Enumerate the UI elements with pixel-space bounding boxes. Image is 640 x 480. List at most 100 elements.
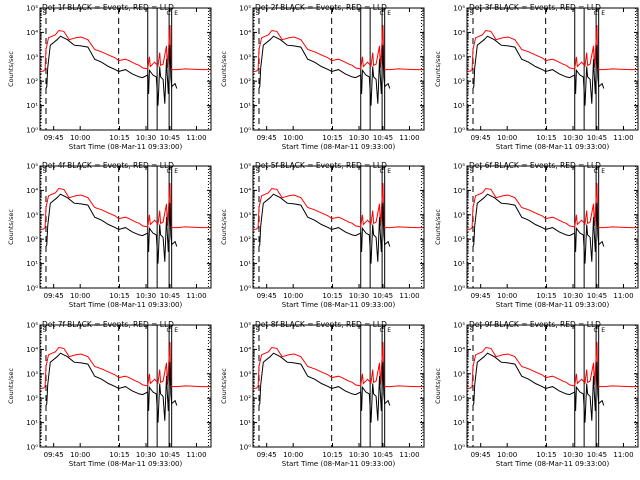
x-tick-label: 10:15 — [536, 134, 556, 142]
x-tick-label: 09:45 — [44, 292, 64, 300]
y-tick-label: 10³ — [453, 370, 465, 378]
y-tick-label: 10⁴ — [26, 187, 38, 195]
lld-series-line — [39, 342, 211, 389]
x-axis-label: Start Time (08-Mar-11 09:33:00) — [496, 143, 610, 151]
x-tick-label: 10:15 — [109, 134, 129, 142]
marker-label-s: S — [256, 10, 260, 17]
x-tick-label: 09:45 — [471, 292, 491, 300]
x-tick-label: 10:15 — [322, 292, 342, 300]
x-axis-label: Start Time (08-Mar-11 09:33:00) — [282, 460, 396, 468]
x-tick-label: 10:45 — [587, 134, 607, 142]
x-axis-label: Start Time (08-Mar-11 09:33:00) — [282, 143, 396, 151]
marker-label-c: C — [594, 168, 598, 175]
x-tick-label: 09:45 — [44, 134, 64, 142]
events-series-line — [258, 35, 391, 106]
panel-1: S C E 10⁰ 10¹ 10² 10³ 10⁴ 10⁵ 09:45 10:00 10:15 10:3… — [7, 3, 212, 151]
y-tick-label: 10⁰ — [239, 285, 251, 293]
y-tick-label: 10⁰ — [26, 444, 38, 452]
plot-frame — [252, 7, 425, 131]
x-tick-label: 11:00 — [613, 451, 633, 459]
plot-frame — [252, 165, 425, 289]
x-tick-label: 09:45 — [471, 134, 491, 142]
lld-series-line — [252, 342, 424, 389]
x-tick-label: 10:45 — [160, 134, 180, 142]
marker-label-s: S — [256, 327, 260, 334]
y-tick-label: 10³ — [453, 53, 465, 61]
x-tick-label: 10:00 — [70, 134, 90, 142]
x-axis-label: Start Time (08-Mar-11 09:33:00) — [69, 301, 183, 309]
marker-label-e: E — [174, 10, 178, 17]
y-tick-label: 10⁰ — [453, 127, 465, 135]
y-tick-label: 10² — [239, 236, 251, 244]
x-tick-label: 11:00 — [613, 292, 633, 300]
x-tick-label: 10:30 — [563, 292, 583, 300]
events-series-line — [472, 193, 605, 264]
y-tick-label: 10⁴ — [453, 346, 465, 354]
marker-label-c: C — [167, 168, 171, 175]
marker-label-e: E — [387, 10, 391, 17]
marker-label-s: S — [43, 327, 47, 334]
panel-title: Det 7f-BLACK = Events, RED = LLD — [42, 320, 174, 329]
y-tick-label: 10³ — [239, 370, 251, 378]
y-tick-label: 10³ — [26, 53, 38, 61]
marker-label-e: E — [174, 327, 178, 334]
x-axis-label: Start Time (08-Mar-11 09:33:00) — [496, 301, 610, 309]
events-series-line — [45, 35, 178, 106]
x-tick-label: 11:00 — [399, 451, 419, 459]
y-tick-label: 10⁴ — [239, 29, 251, 37]
y-axis-label: Counts/sec — [7, 209, 15, 245]
x-axis-label: Start Time (08-Mar-11 09:33:00) — [69, 143, 183, 151]
y-tick-label: 10² — [453, 395, 465, 403]
x-tick-label: 10:00 — [70, 451, 90, 459]
y-axis-label: Counts/sec — [220, 209, 228, 245]
y-tick-label: 10¹ — [453, 260, 465, 268]
x-tick-label: 09:45 — [257, 292, 277, 300]
y-tick-label: 10⁰ — [26, 127, 38, 135]
y-tick-label: 10⁰ — [453, 444, 465, 452]
marker-label-c: C — [167, 10, 171, 17]
x-axis-label: Start Time (08-Mar-11 09:33:00) — [69, 460, 183, 468]
events-series-line — [472, 352, 605, 423]
x-tick-label: 11:00 — [186, 134, 206, 142]
plot-frame — [466, 7, 639, 131]
y-axis-label: Counts/sec — [434, 209, 442, 245]
marker-label-c: C — [594, 10, 598, 17]
x-tick-label: 10:45 — [160, 292, 180, 300]
x-tick-label: 10:00 — [283, 134, 303, 142]
panel-title: Det 2f-BLACK = Events, RED = LLD — [255, 3, 387, 12]
x-tick-label: 10:45 — [373, 134, 393, 142]
y-tick-label: 10⁵ — [239, 163, 251, 171]
y-tick-label: 10⁵ — [453, 5, 465, 13]
y-tick-label: 10² — [453, 236, 465, 244]
x-tick-label: 10:30 — [136, 451, 156, 459]
y-tick-label: 10² — [26, 236, 38, 244]
x-tick-label: 10:45 — [373, 451, 393, 459]
y-tick-label: 10³ — [453, 211, 465, 219]
y-tick-label: 10¹ — [239, 419, 251, 427]
marker-label-s: S — [470, 10, 474, 17]
x-tick-label: 10:00 — [497, 292, 517, 300]
y-tick-label: 10⁵ — [239, 322, 251, 330]
events-series-line — [258, 193, 391, 264]
lld-series-line — [252, 183, 424, 230]
y-tick-label: 10⁵ — [26, 163, 38, 171]
y-tick-label: 10² — [239, 395, 251, 403]
x-tick-label: 10:30 — [349, 451, 369, 459]
lld-series-line — [466, 25, 638, 72]
y-tick-label: 10¹ — [26, 102, 38, 110]
y-tick-label: 10⁰ — [453, 285, 465, 293]
plot-frame — [466, 165, 639, 289]
y-tick-label: 10⁴ — [26, 346, 38, 354]
y-tick-label: 10² — [26, 78, 38, 86]
panel-title: Det 4f-BLACK = Events, RED = LLD — [42, 161, 174, 170]
marker-label-e: E — [601, 327, 605, 334]
x-tick-label: 10:15 — [536, 292, 556, 300]
panel-6: S C E 10⁰ 10¹ 10² 10³ 10⁴ 10⁵ 09:45 10:00 10:15 10:3… — [434, 161, 639, 309]
y-tick-label: 10⁵ — [453, 163, 465, 171]
x-tick-label: 10:45 — [160, 451, 180, 459]
x-axis-label: Start Time (08-Mar-11 09:33:00) — [496, 460, 610, 468]
x-tick-label: 10:15 — [322, 134, 342, 142]
x-tick-label: 10:00 — [283, 292, 303, 300]
y-tick-label: 10¹ — [453, 419, 465, 427]
